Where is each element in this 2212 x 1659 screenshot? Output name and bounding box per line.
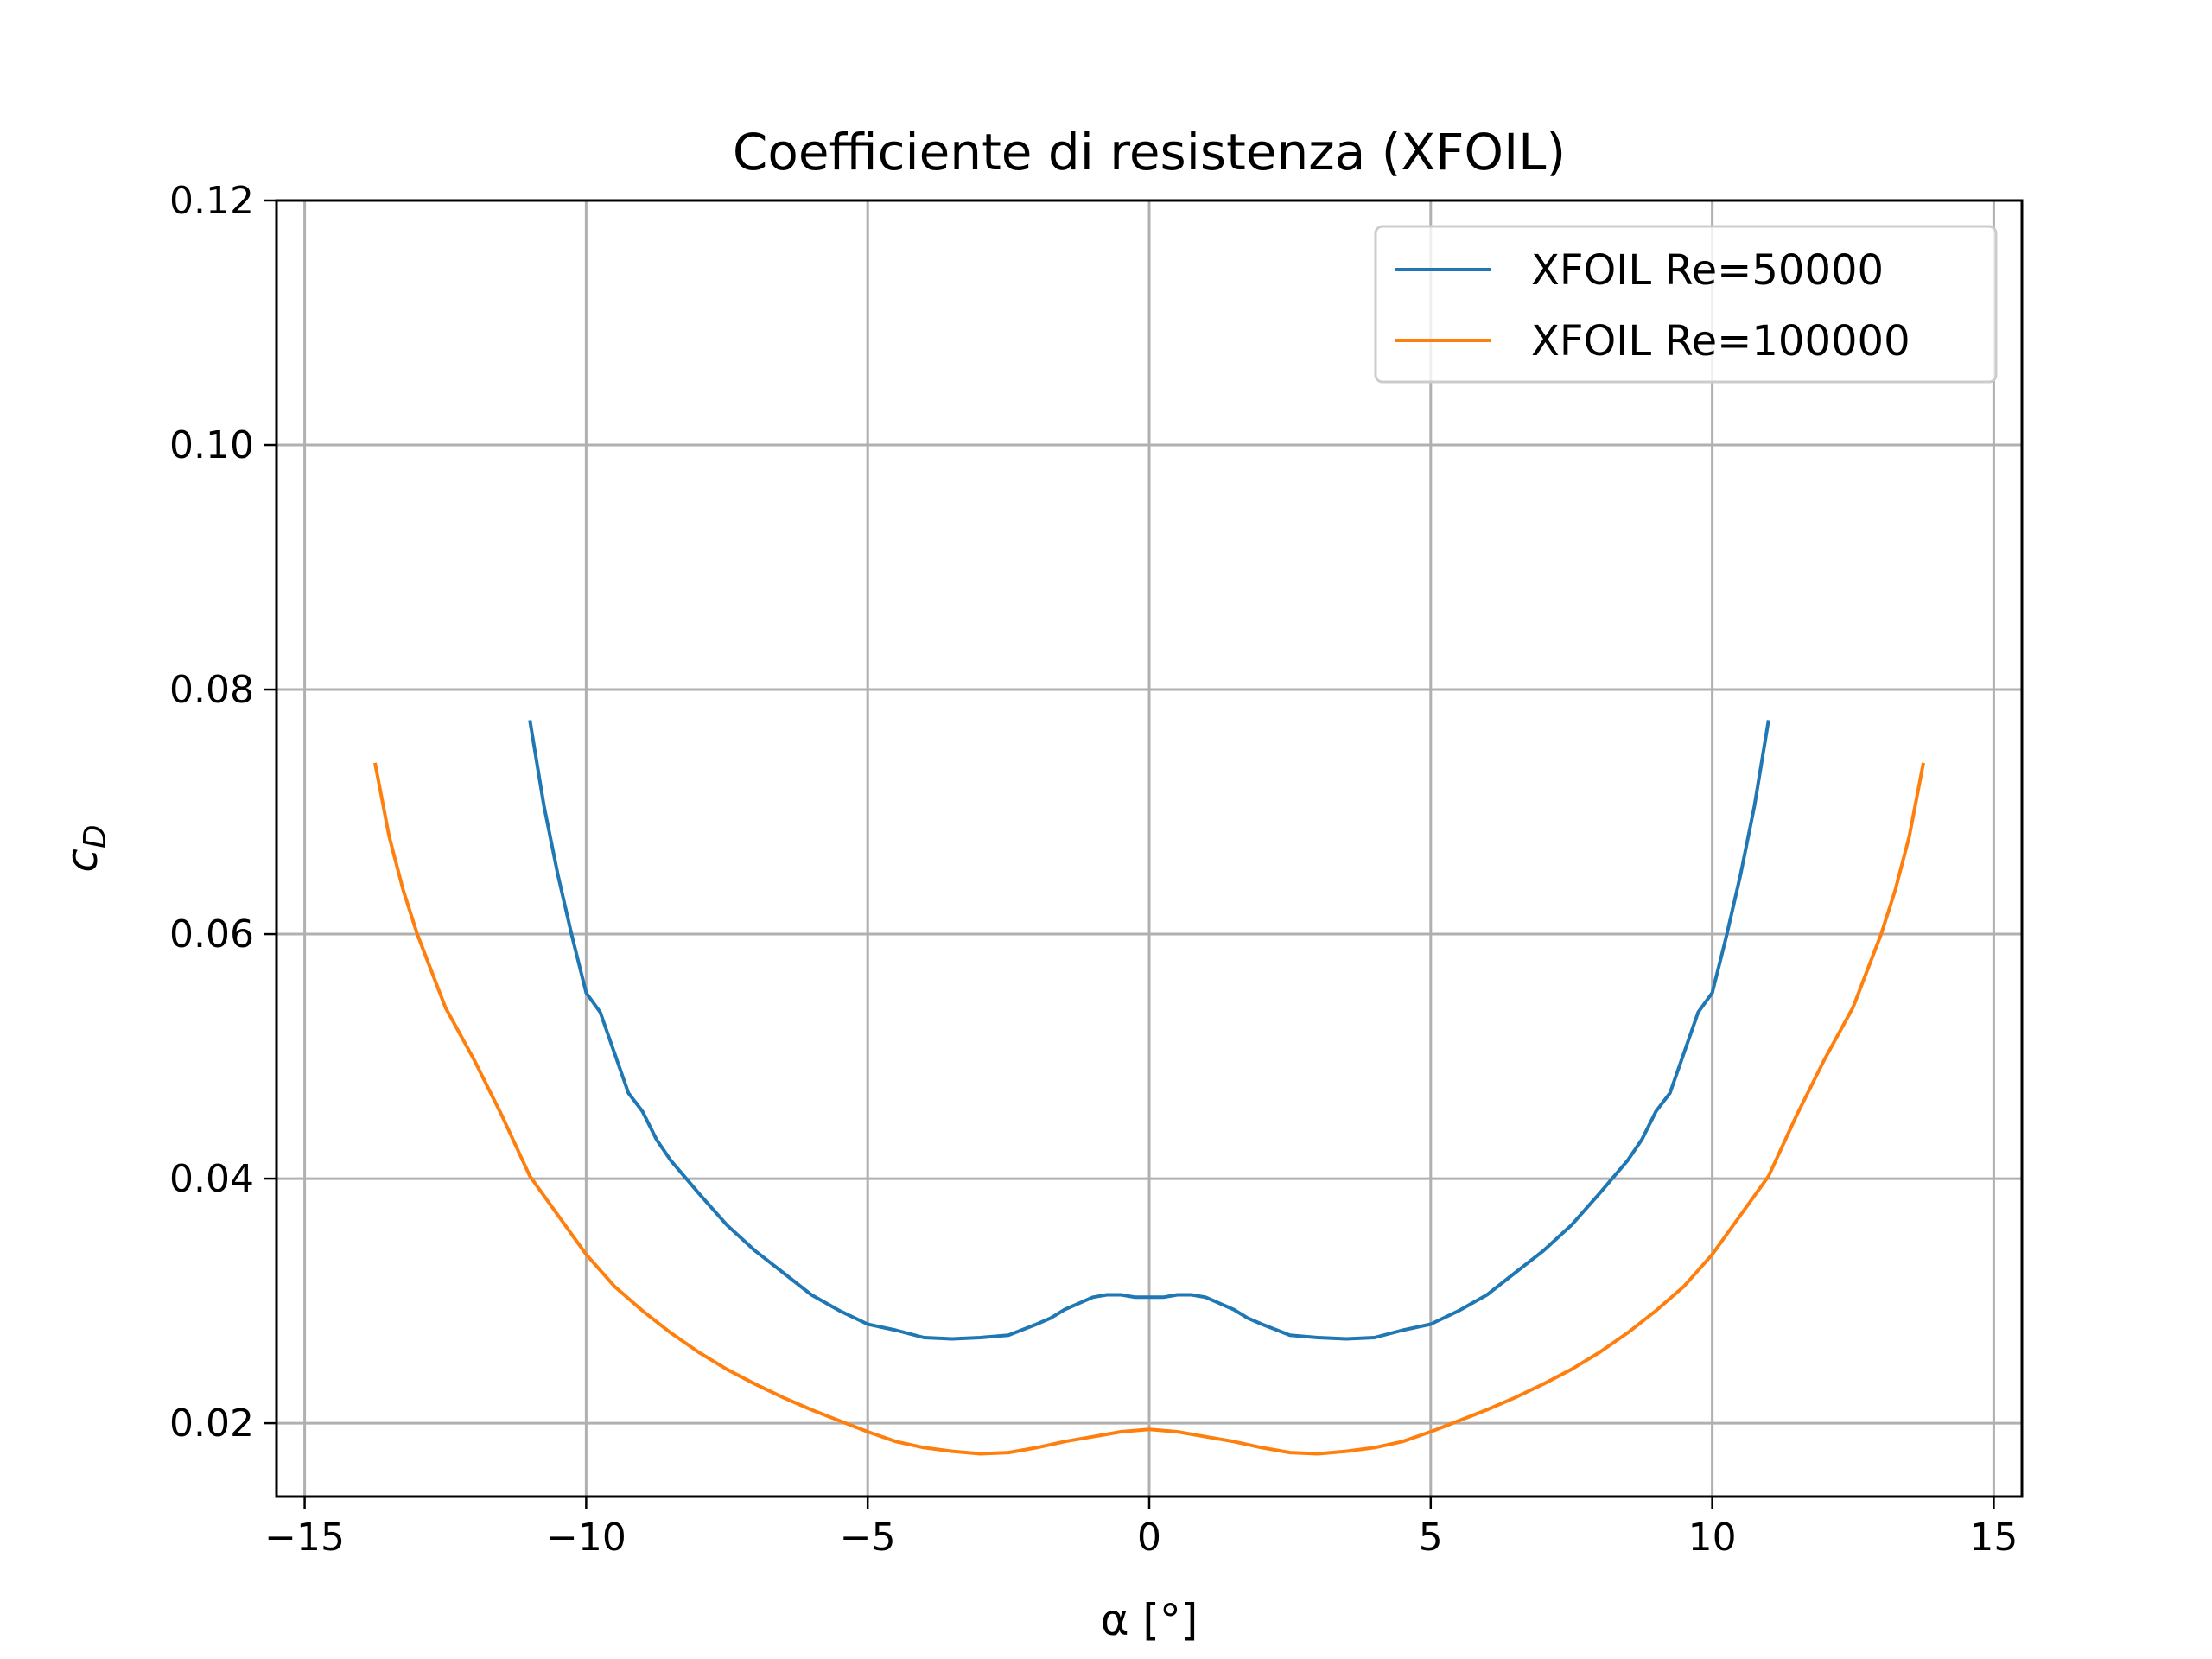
x-tick-label: −10 [546,1516,626,1560]
x-tick-label: 5 [1419,1516,1443,1560]
series-line-0 [528,720,1770,1341]
x-axis-label: α [°] [1101,1595,1198,1645]
chart-title: Coefficiente di resistenza (XFOIL) [733,123,1566,181]
y-tick-label: 0.04 [169,1157,254,1201]
x-tick-label: −15 [264,1516,345,1560]
y-axis-label: cD [57,824,113,872]
series-layer [373,720,1925,1456]
x-tick-label: 0 [1137,1516,1161,1560]
legend-label-re50000: XFOIL Re=50000 [1531,246,1884,295]
legend: XFOIL Re=50000 XFOIL Re=100000 [1374,225,1998,384]
y-tick-label: 0.12 [169,179,254,223]
y-tick-label: 0.02 [169,1402,254,1446]
legend-box [1374,225,1998,384]
x-tick-label: −5 [840,1516,896,1560]
ticks: −15 −10 −5 0 5 10 15 0.02 0.04 0.06 0.08 0.10 0.12 [169,179,2018,1560]
x-tick-label: 10 [1688,1516,1737,1560]
y-tick-label: 0.10 [169,423,254,467]
legend-label-re100000: XFOIL Re=100000 [1531,317,1910,365]
series-line-1 [373,762,1925,1456]
grid [276,199,2022,1497]
y-tick-label: 0.06 [169,912,254,957]
x-tick-label: 15 [1969,1516,2018,1560]
y-tick-label: 0.08 [169,668,254,712]
y-axis-label-main: c [57,849,107,873]
y-axis-label-subscript: D [78,824,113,849]
